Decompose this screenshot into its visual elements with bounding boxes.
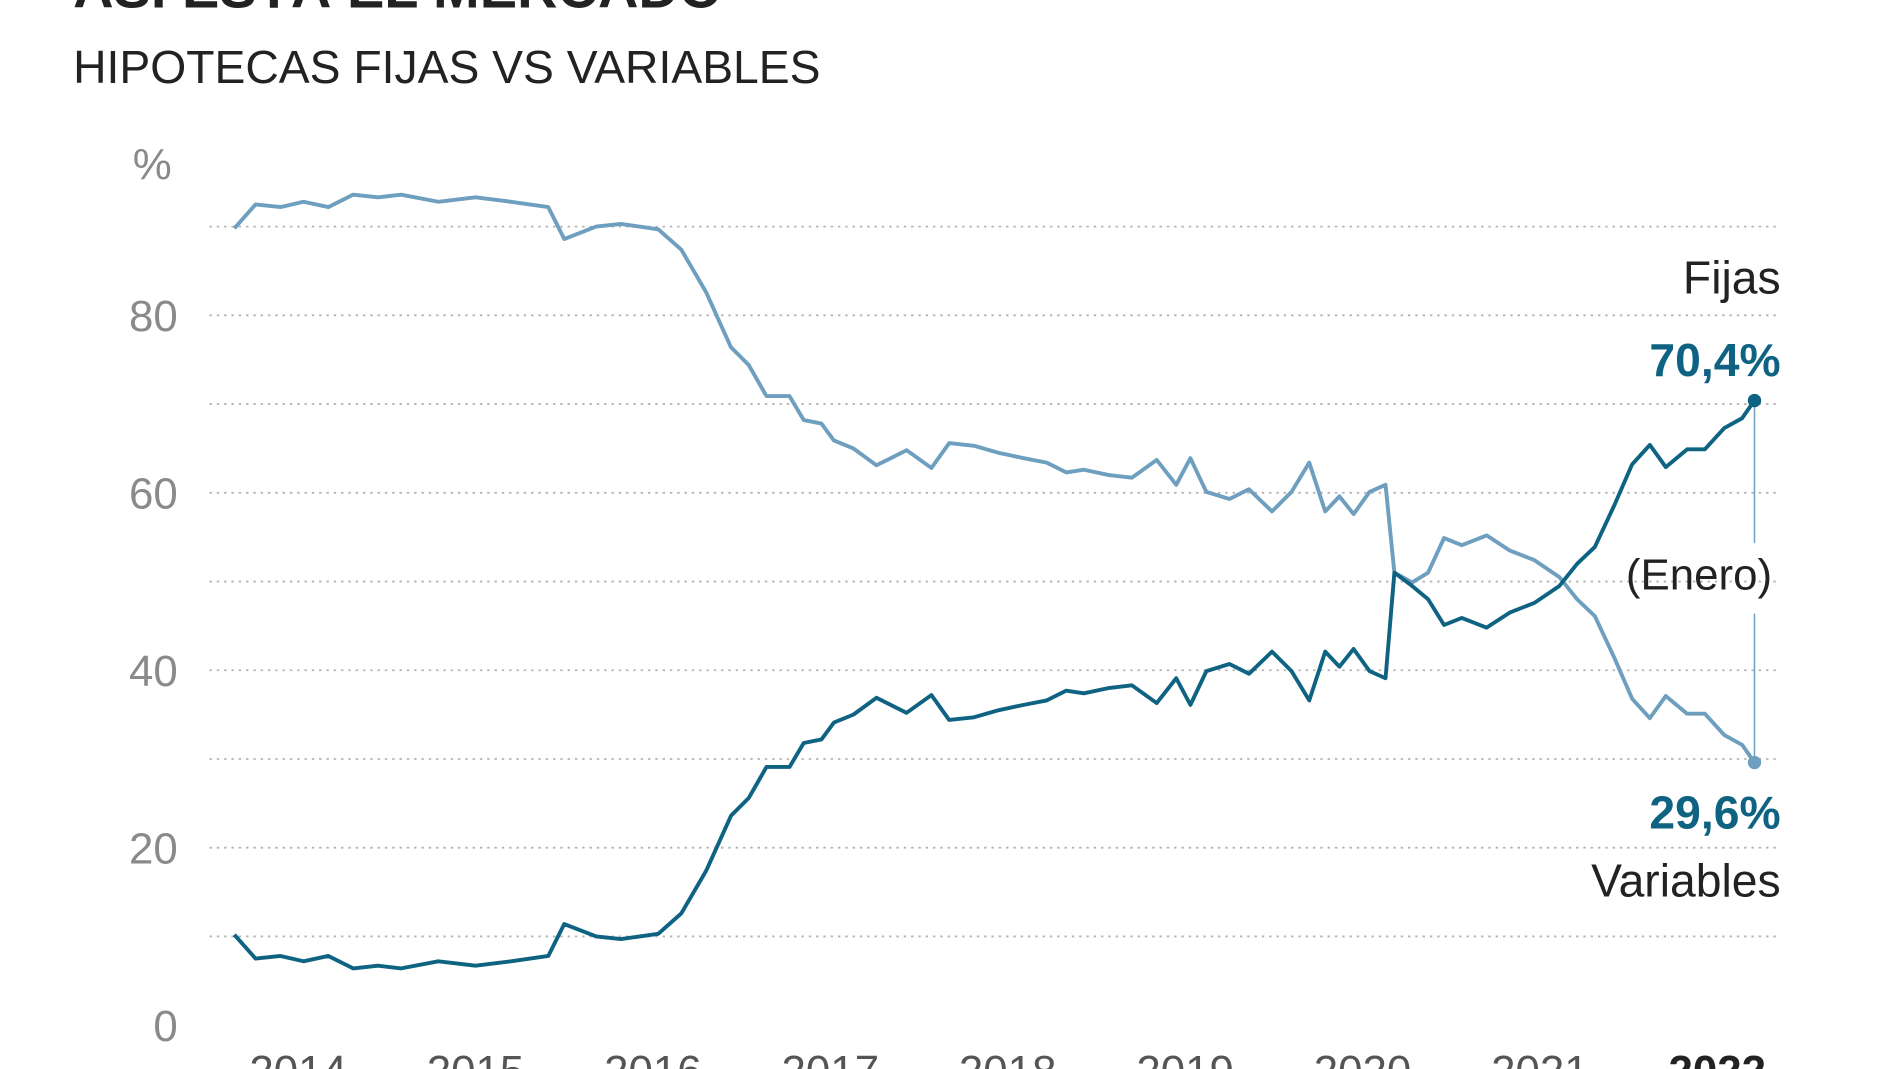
line-series — [232, 399, 1757, 971]
x-tick-label: 2021 — [1491, 1047, 1589, 1069]
value-label: 29,6% — [1649, 786, 1780, 838]
line-series — [232, 192, 1757, 764]
chart-title: ASÍ ESTÁ EL MERCADO — [73, 0, 722, 19]
x-tick-label: 2020 — [1314, 1047, 1412, 1069]
end-dot — [1747, 393, 1762, 408]
y-tick-label: 0 — [153, 1002, 177, 1051]
end-dot — [1747, 755, 1762, 770]
x-tick-label: 2022 — [1668, 1047, 1766, 1069]
value-label: 70,4% — [1649, 334, 1780, 386]
x-tick-label: 2016 — [604, 1047, 702, 1069]
legend-label: Fijas — [1683, 251, 1781, 303]
x-tick-label: 2015 — [427, 1047, 525, 1069]
note: (Enero) — [1626, 550, 1772, 599]
x-tick-label: 2019 — [1136, 1047, 1234, 1069]
y-tick-label: 20 — [129, 825, 178, 874]
y-tick-label: 40 — [129, 647, 178, 696]
x-tick-label: 2017 — [782, 1047, 880, 1069]
legend-label: Variables — [1591, 854, 1780, 906]
y-tick-label: 60 — [129, 470, 178, 519]
x-tick-label: 2018 — [959, 1047, 1057, 1069]
x-tick-label: 2014 — [249, 1047, 347, 1069]
y-unit: % — [133, 140, 172, 189]
y-tick-label: 80 — [129, 292, 178, 341]
chart-subtitle: HIPOTECAS FIJAS VS VARIABLES — [73, 41, 820, 93]
